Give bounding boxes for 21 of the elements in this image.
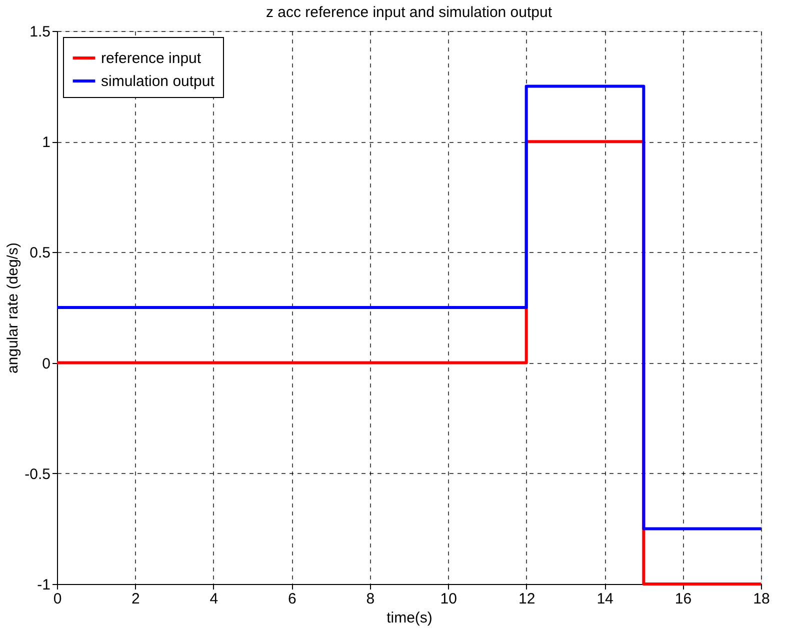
x-tick-label: 14 (596, 590, 614, 608)
y-axis-title: angular rate (deg/s) (4, 242, 22, 374)
y-tick-label: 1.5 (30, 24, 50, 40)
y-tick-label: -0.5 (24, 466, 50, 483)
y-tick-label: -1 (37, 576, 50, 594)
x-tick-label: 16 (674, 590, 692, 608)
y-tick-label: 0 (42, 355, 50, 372)
x-axis-title: time(s) (386, 610, 432, 626)
x-tick-label: 10 (440, 590, 457, 608)
legend-label: reference input (101, 50, 202, 67)
y-tick-label: 0.5 (30, 244, 50, 262)
x-tick-label: 2 (132, 590, 140, 608)
y-tick-label: 1 (42, 134, 50, 152)
x-tick-label: 6 (288, 590, 296, 608)
x-tick-label: 12 (518, 590, 536, 608)
x-tick-label: 8 (366, 590, 375, 608)
chart-title: z acc reference input and simulation output (266, 4, 553, 21)
x-tick-label: 0 (53, 590, 62, 608)
legend-label: simulation output (101, 73, 216, 90)
x-tick-label: 18 (753, 590, 770, 608)
x-tick-label: 4 (210, 590, 218, 608)
